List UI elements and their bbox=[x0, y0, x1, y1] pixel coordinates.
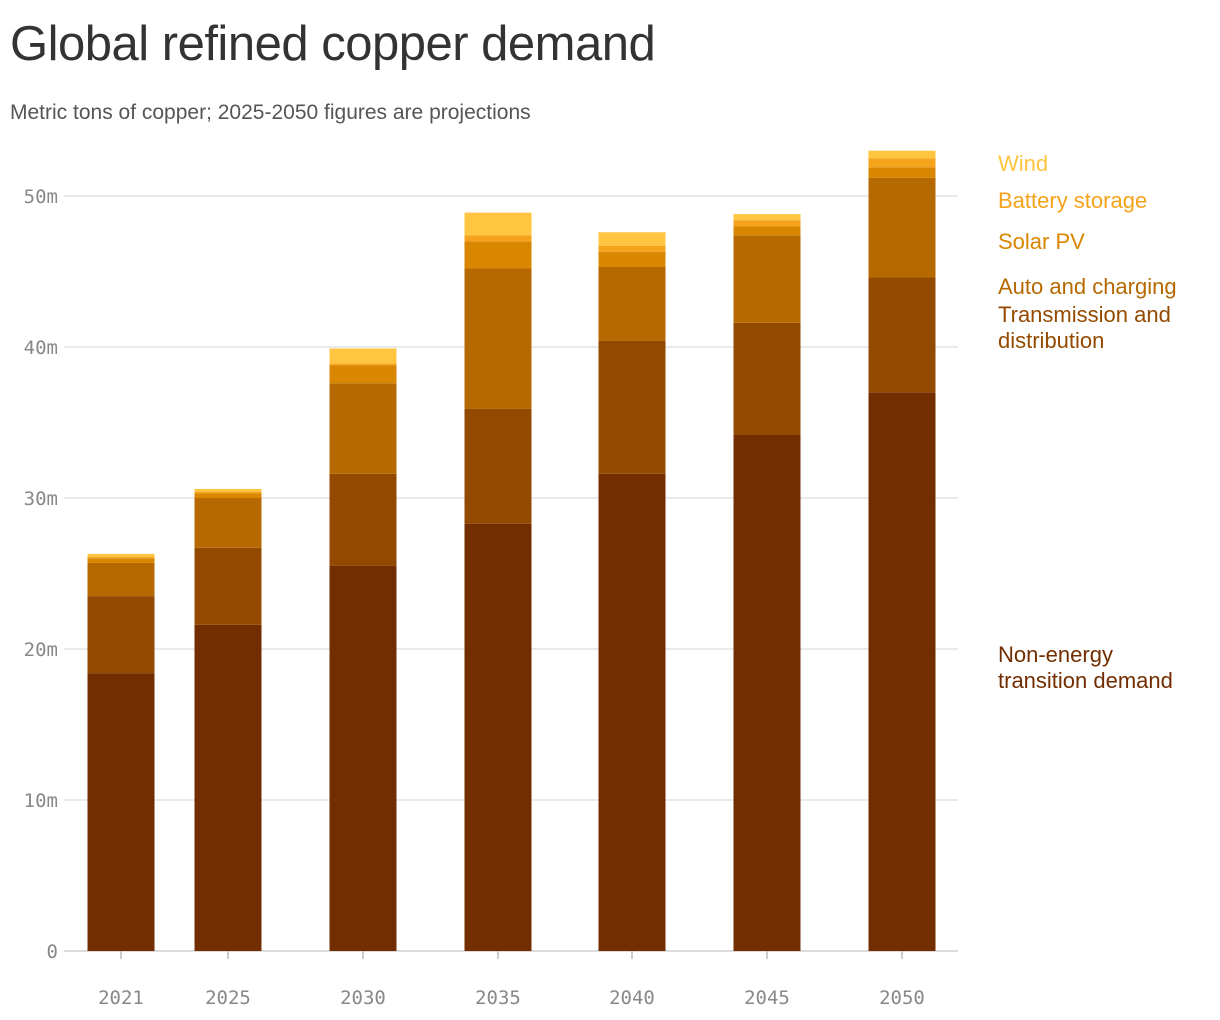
y-tick-label: 40m bbox=[24, 337, 58, 359]
bar-stack-2035 bbox=[464, 212, 532, 951]
bar-segment-2021-series-2 bbox=[87, 562, 155, 597]
legend-label-series-5: Wind bbox=[998, 151, 1048, 176]
bar-segment-2050-series-4 bbox=[868, 158, 936, 168]
legend-label-series-0: Non-energy transition demand bbox=[998, 642, 1173, 693]
chart-subtitle: Metric tons of copper; 2025-2050 figures… bbox=[10, 101, 531, 124]
bar-segment-2050-series-3 bbox=[868, 167, 936, 178]
legend-label-series-4: Battery storage bbox=[998, 188, 1147, 213]
bar-segment-2025-series-2 bbox=[194, 498, 262, 548]
bar-stack-2050 bbox=[868, 150, 936, 951]
bar-segment-2025-series-1 bbox=[194, 547, 262, 625]
bar-segment-2030-series-1 bbox=[329, 473, 397, 566]
bar-segment-2030-series-2 bbox=[329, 383, 397, 474]
bar-segment-2040-series-4 bbox=[598, 245, 666, 252]
bar-segment-2025-series-5 bbox=[194, 488, 262, 492]
y-tick-label: 30m bbox=[24, 488, 58, 510]
bar-stack-2025 bbox=[194, 488, 262, 951]
bar-segment-2021-series-4 bbox=[87, 556, 155, 559]
bar-segment-2045-series-3 bbox=[733, 226, 801, 236]
bar-segment-2035-series-4 bbox=[464, 235, 532, 242]
bar-segment-2025-series-4 bbox=[194, 491, 262, 494]
bar-segment-2030-series-0 bbox=[329, 565, 397, 951]
bar-segment-2050-series-2 bbox=[868, 177, 936, 278]
bar-segment-2030-series-4 bbox=[329, 363, 397, 366]
bar-segment-2050-series-5 bbox=[868, 150, 936, 159]
legend-label-series-3: Solar PV bbox=[998, 229, 1085, 254]
bar-segment-2035-series-2 bbox=[464, 268, 532, 409]
bar-segment-2045-series-2 bbox=[733, 235, 801, 323]
bar-stack-2030 bbox=[329, 348, 397, 951]
legend-label-series-1: Transmission and distribution bbox=[998, 302, 1171, 353]
x-tick-label: 2050 bbox=[879, 987, 925, 1009]
bar-segment-2025-series-0 bbox=[194, 624, 262, 951]
bar-stack-2040 bbox=[598, 232, 666, 951]
bars bbox=[87, 150, 936, 952]
bar-segment-2040-series-5 bbox=[598, 232, 666, 246]
x-tick-label: 2045 bbox=[744, 987, 790, 1009]
bar-segment-2045-series-1 bbox=[733, 322, 801, 435]
y-tick-label: 0 bbox=[47, 941, 58, 963]
chart-title: Global refined copper demand bbox=[10, 17, 655, 71]
legend: Non-energy transition demand Transmission … bbox=[998, 151, 1177, 693]
bar-segment-2040-series-0 bbox=[598, 473, 666, 951]
bar-segment-2045-series-5 bbox=[733, 214, 801, 221]
bar-segment-2021-series-5 bbox=[87, 553, 155, 557]
bar-segment-2021-series-0 bbox=[87, 673, 155, 951]
bar-segment-2040-series-1 bbox=[598, 340, 666, 474]
bar-segment-2040-series-2 bbox=[598, 266, 666, 341]
bar-segment-2030-series-5 bbox=[329, 348, 397, 364]
bar-segment-2040-series-3 bbox=[598, 251, 666, 267]
y-axis-ticks: 0 10m 20m 30m 40m 50m bbox=[24, 186, 58, 963]
x-tick-label: 2030 bbox=[340, 987, 386, 1009]
x-tick-label: 2040 bbox=[609, 987, 655, 1009]
y-tick-label: 10m bbox=[24, 790, 58, 812]
bar-stack-2021 bbox=[87, 553, 155, 951]
bar-segment-2050-series-1 bbox=[868, 277, 936, 393]
x-tick-label: 2021 bbox=[98, 987, 144, 1009]
bar-segment-2035-series-1 bbox=[464, 408, 532, 524]
bar-segment-2021-series-3 bbox=[87, 558, 155, 563]
bar-segment-2035-series-3 bbox=[464, 241, 532, 269]
legend-label-series-2: Auto and charging bbox=[998, 274, 1177, 299]
bar-segment-2021-series-1 bbox=[87, 596, 155, 674]
x-tick-label: 2025 bbox=[205, 987, 251, 1009]
x-axis-ticks: 2021 2025 2030 2035 2040 2045 2050 bbox=[98, 951, 925, 1009]
bar-segment-2025-series-3 bbox=[194, 493, 262, 498]
y-tick-label: 50m bbox=[24, 186, 58, 208]
x-tick-label: 2035 bbox=[475, 987, 521, 1009]
bar-stack-2045 bbox=[733, 214, 801, 952]
bar-segment-2035-series-0 bbox=[464, 523, 532, 951]
y-tick-label: 20m bbox=[24, 639, 58, 661]
bar-segment-2030-series-3 bbox=[329, 365, 397, 384]
bar-segment-2045-series-4 bbox=[733, 220, 801, 227]
bar-segment-2035-series-5 bbox=[464, 212, 532, 236]
bar-segment-2050-series-0 bbox=[868, 392, 936, 951]
bar-segment-2045-series-0 bbox=[733, 434, 801, 952]
